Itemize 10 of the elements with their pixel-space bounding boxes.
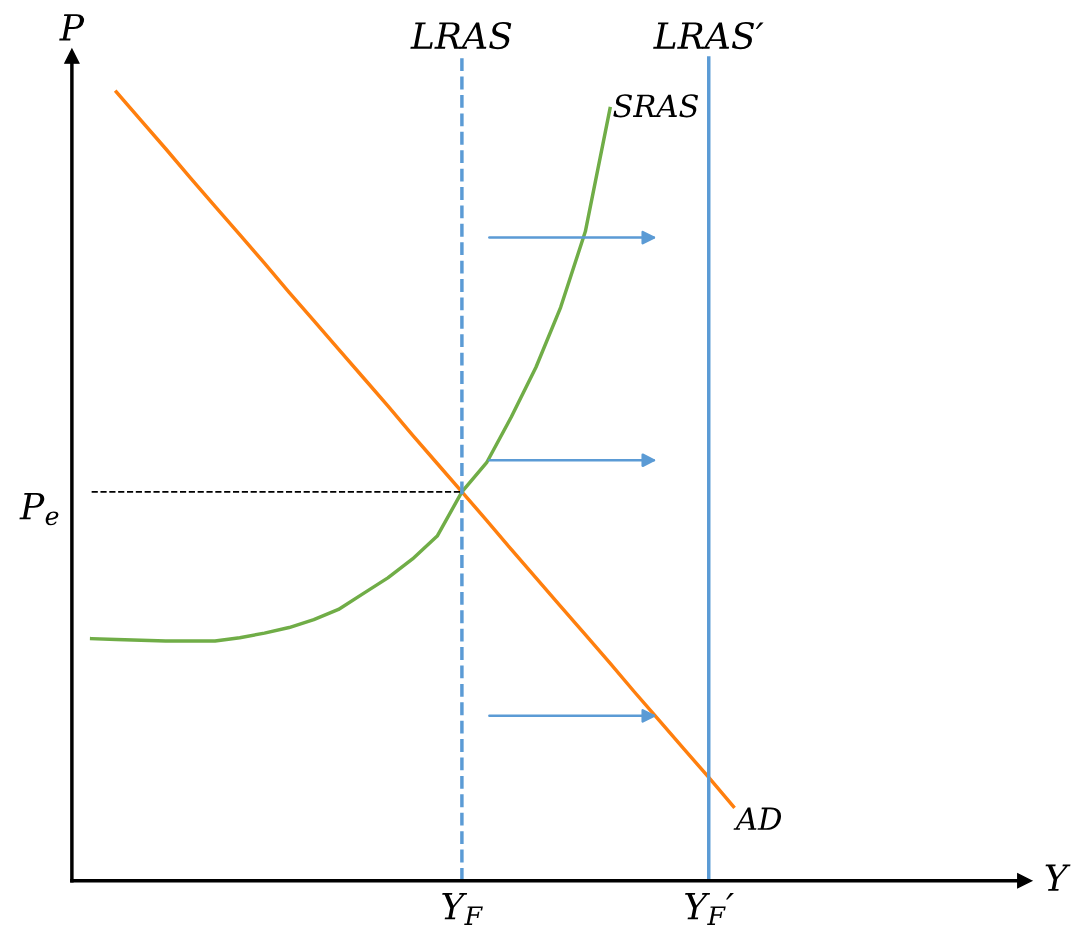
series-label: AD bbox=[733, 807, 782, 830]
x-tick-label: Y$_{F}$ bbox=[442, 892, 483, 925]
text: e bbox=[45, 511, 59, 526]
series-label: SRAS bbox=[613, 94, 699, 118]
ref-line-label: LRAS bbox=[410, 21, 512, 50]
x-axis-title: Y bbox=[1045, 864, 1071, 891]
x-tick-label: Y$_{F}$′ bbox=[685, 892, 734, 925]
ref-line-label: LRAS′ bbox=[653, 21, 764, 50]
y-axis-title: P bbox=[19, 492, 45, 520]
text: P bbox=[59, 14, 85, 41]
